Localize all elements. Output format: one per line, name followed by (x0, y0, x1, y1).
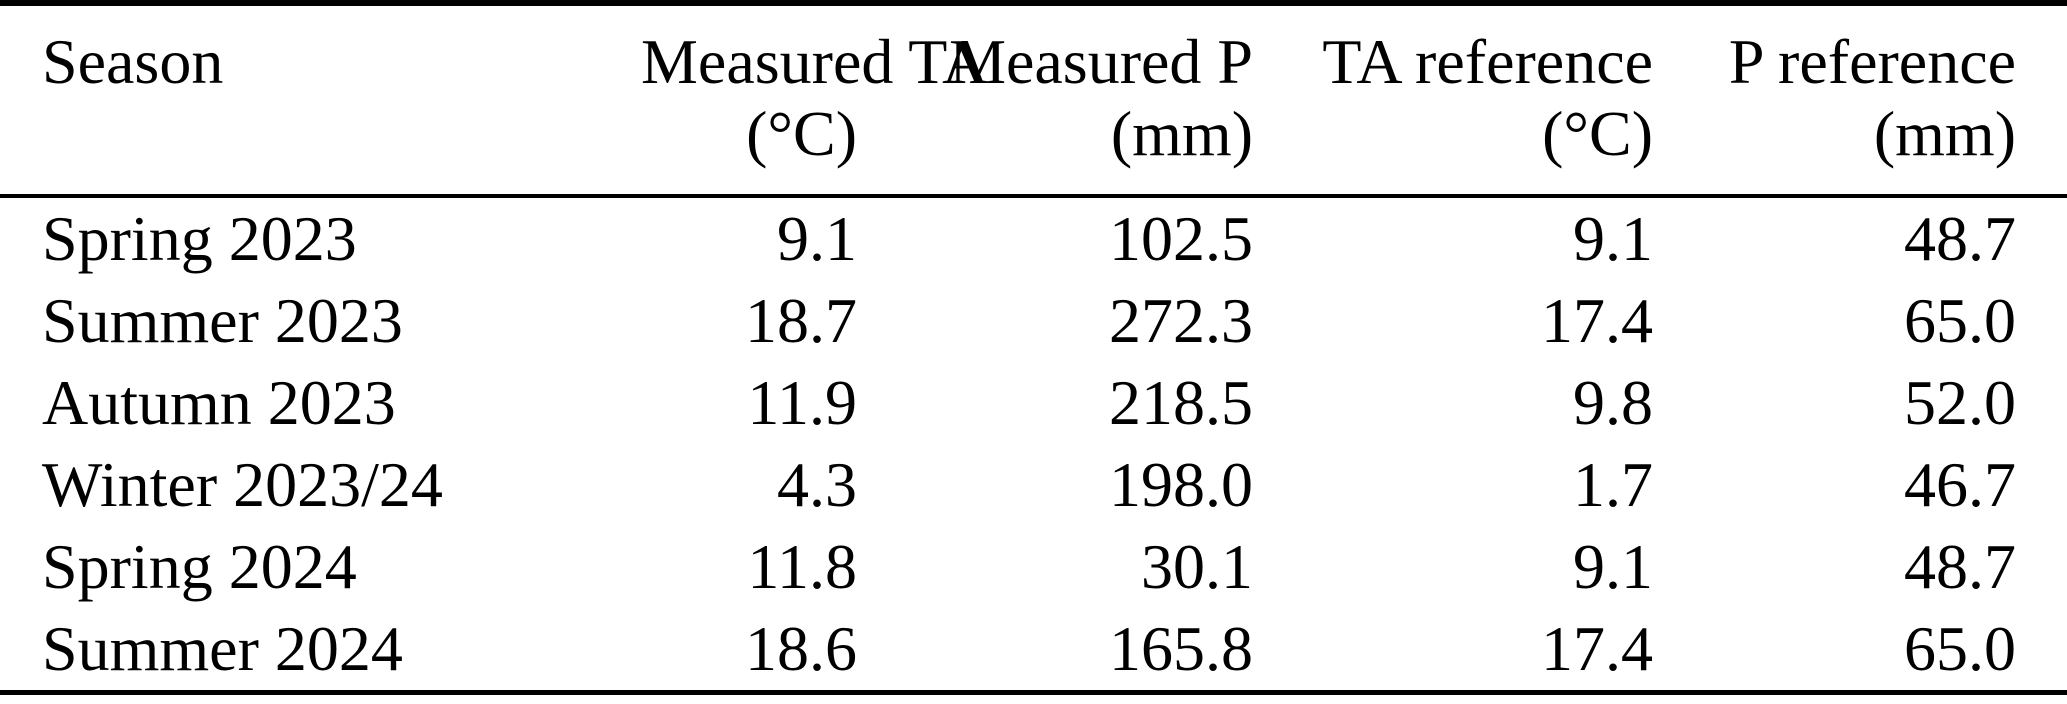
cell-p-reference: 46.7 (1904, 449, 2016, 520)
column-header-p-reference: P reference (mm) (1680, 3, 2067, 198)
cell-measured-ta: 18.6 (745, 613, 857, 684)
cell-measured-ta: 18.7 (745, 285, 857, 356)
column-header-measured-p: Measured P (mm) (880, 3, 1280, 198)
cell-measured-p: 218.5 (1109, 367, 1253, 438)
cell-ta-reference: 9.1 (1573, 531, 1653, 602)
cell-p-reference: 52.0 (1904, 367, 2016, 438)
cell-measured-p: 198.0 (1109, 449, 1253, 520)
cell-measured-p: 165.8 (1109, 613, 1253, 684)
column-label-ta-reference: TA reference (1322, 26, 1653, 97)
cell-p-reference: 65.0 (1904, 285, 2016, 356)
cell-measured-ta: 11.8 (747, 531, 857, 602)
table-header: Season Measured TA (°C) Measured P (mm) … (0, 3, 2067, 198)
column-label-p-reference: P reference (1728, 26, 2016, 97)
column-label-measured-p: Measured P (949, 26, 1253, 97)
column-unit-ta-reference: (°C) (1542, 98, 1653, 169)
cell-season: Spring 2024 (42, 531, 357, 602)
column-label-measured-ta: Measured TA (641, 26, 989, 97)
cell-measured-p: 30.1 (1141, 531, 1253, 602)
column-label-season: Season (42, 26, 224, 97)
table-body: Spring 2023 9.1 102.5 9.1 48.7 Summer 2023 18.… (0, 196, 2067, 693)
column-header-season: Season (0, 3, 640, 198)
column-header-ta-reference: TA reference (°C) (1280, 3, 1680, 198)
table-row: Summer 2023 18.7 272.3 17.4 65.0 (0, 280, 2067, 362)
cell-ta-reference: 17.4 (1541, 285, 1653, 356)
cell-measured-ta: 9.1 (777, 203, 857, 274)
cell-measured-ta: 11.9 (747, 367, 857, 438)
cell-measured-ta: 4.3 (777, 449, 857, 520)
cell-p-reference: 65.0 (1904, 613, 2016, 684)
column-header-measured-ta: Measured TA (°C) (640, 3, 989, 198)
cell-measured-p: 102.5 (1109, 203, 1253, 274)
cell-season: Summer 2023 (42, 285, 403, 356)
table-row: Winter 2023/24 4.3 198.0 1.7 46.7 (0, 444, 2067, 526)
column-unit-measured-p: (mm) (1110, 98, 1253, 169)
cell-ta-reference: 1.7 (1573, 449, 1653, 520)
cell-season: Winter 2023/24 (42, 449, 443, 520)
cell-ta-reference: 9.8 (1573, 367, 1653, 438)
column-unit-measured-ta: (°C) (746, 98, 857, 169)
cell-season: Summer 2024 (42, 613, 403, 684)
column-unit-p-reference: (mm) (1873, 98, 2016, 169)
table-row: Autumn 2023 11.9 218.5 9.8 52.0 (0, 362, 2067, 444)
header-row: Season Measured TA (°C) Measured P (mm) … (0, 3, 2067, 198)
table-row: Summer 2024 18.6 165.8 17.4 65.0 (0, 608, 2067, 693)
cell-ta-reference: 17.4 (1541, 613, 1653, 684)
cell-season: Autumn 2023 (42, 367, 396, 438)
cell-season: Spring 2023 (42, 203, 357, 274)
cell-ta-reference: 9.1 (1573, 203, 1653, 274)
cell-p-reference: 48.7 (1904, 531, 2016, 602)
table-row: Spring 2023 9.1 102.5 9.1 48.7 (0, 196, 2067, 280)
table-row: Spring 2024 11.8 30.1 9.1 48.7 (0, 526, 2067, 608)
cell-measured-p: 272.3 (1109, 285, 1253, 356)
cell-p-reference: 48.7 (1904, 203, 2016, 274)
